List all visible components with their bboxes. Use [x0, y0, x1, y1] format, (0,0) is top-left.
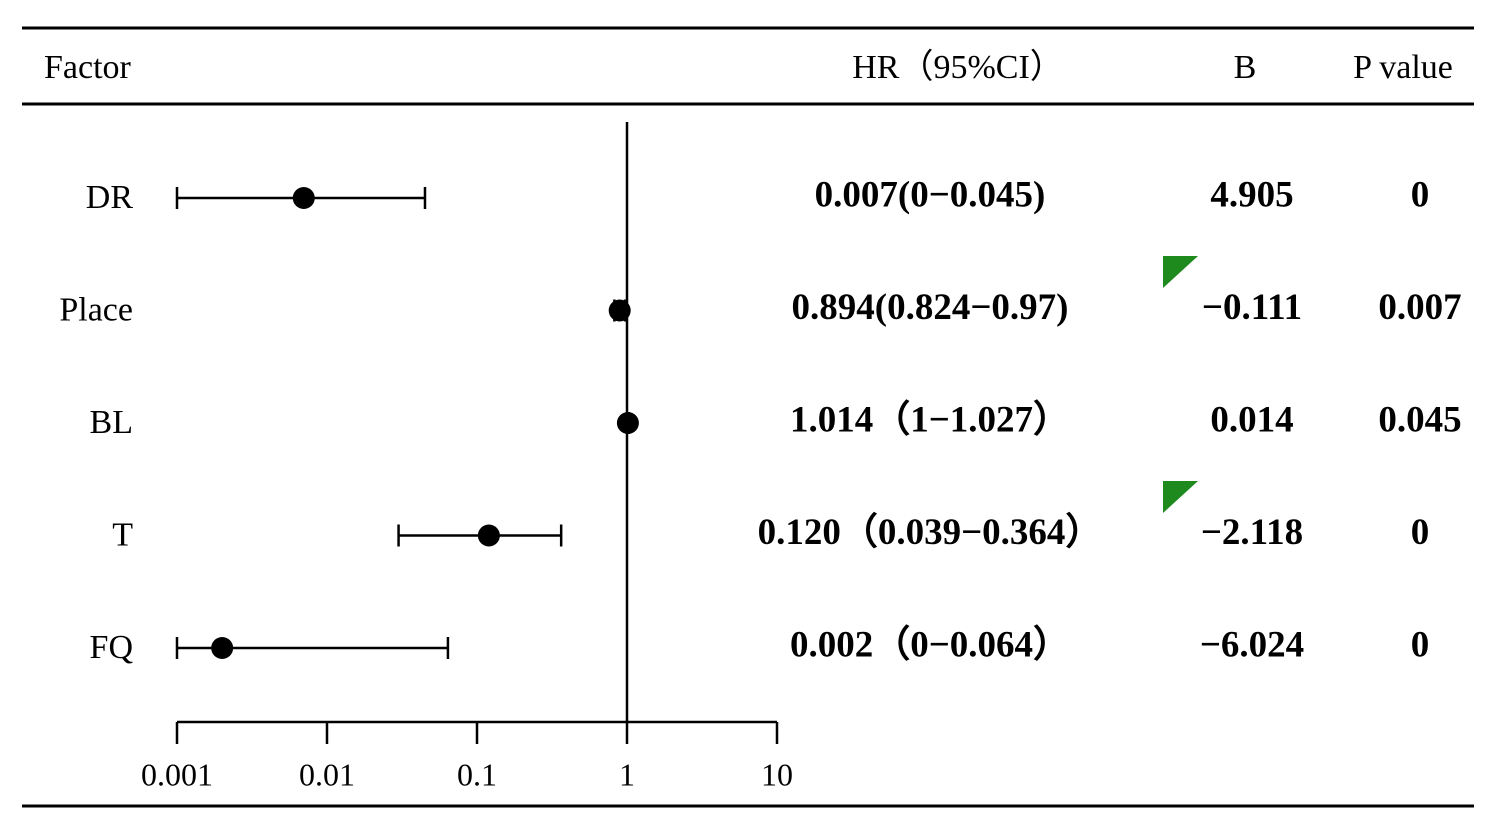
b-value: 0.014 [1210, 399, 1293, 440]
hr-ci: 0.007(0−0.045) [815, 174, 1046, 215]
x-tick-label: 0.001 [141, 756, 213, 792]
hr-ci: 0.894(0.824−0.97) [792, 287, 1069, 328]
b-value: −2.118 [1201, 512, 1303, 553]
p-value: 0 [1411, 512, 1430, 553]
factor-label: FQ [90, 629, 133, 666]
p-value: 0 [1411, 624, 1430, 665]
b-value: −0.111 [1202, 287, 1302, 328]
header-hr: HR（95%CI） [852, 48, 1064, 86]
x-tick-label: 0.1 [457, 756, 497, 792]
b-value: −6.024 [1200, 624, 1304, 665]
point-estimate [211, 637, 234, 659]
header-b: B [1234, 49, 1257, 86]
p-value: 0 [1411, 174, 1430, 215]
p-value: 0.007 [1378, 287, 1461, 328]
point-estimate [616, 412, 639, 434]
cell-indicator [1163, 481, 1198, 513]
point-estimate [292, 187, 315, 209]
hr-ci: 0.120（0.039−0.364） [758, 511, 1103, 553]
header-factor: Factor [44, 49, 132, 86]
factor-label: DR [86, 179, 134, 216]
factor-label: Place [59, 291, 133, 328]
point-estimate [477, 524, 500, 547]
x-tick-label: 10 [761, 756, 793, 792]
factor-label: T [112, 516, 133, 553]
factor-label: BL [90, 404, 133, 441]
p-value: 0.045 [1378, 399, 1461, 440]
x-tick-label: 1 [619, 756, 635, 792]
cell-indicator [1163, 256, 1198, 288]
x-tick-label: 0.01 [299, 756, 355, 792]
header-p: P value [1353, 49, 1453, 86]
b-value: 4.905 [1210, 174, 1293, 215]
point-estimate [608, 299, 631, 322]
hr-ci: 0.002（0−0.064） [790, 623, 1070, 665]
hr-ci: 1.014（1−1.027） [790, 398, 1070, 440]
